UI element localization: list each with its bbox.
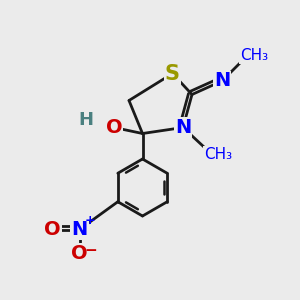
Text: S: S <box>165 64 180 83</box>
Text: H: H <box>78 111 93 129</box>
Text: N: N <box>175 118 191 137</box>
Text: N: N <box>71 220 88 239</box>
Text: +: + <box>85 214 95 227</box>
Text: O: O <box>106 118 122 137</box>
Text: O: O <box>44 220 61 239</box>
Text: N: N <box>214 71 230 91</box>
Text: O: O <box>71 244 88 263</box>
Text: CH₃: CH₃ <box>240 48 268 63</box>
Text: CH₃: CH₃ <box>204 147 232 162</box>
Text: −: − <box>85 243 97 258</box>
